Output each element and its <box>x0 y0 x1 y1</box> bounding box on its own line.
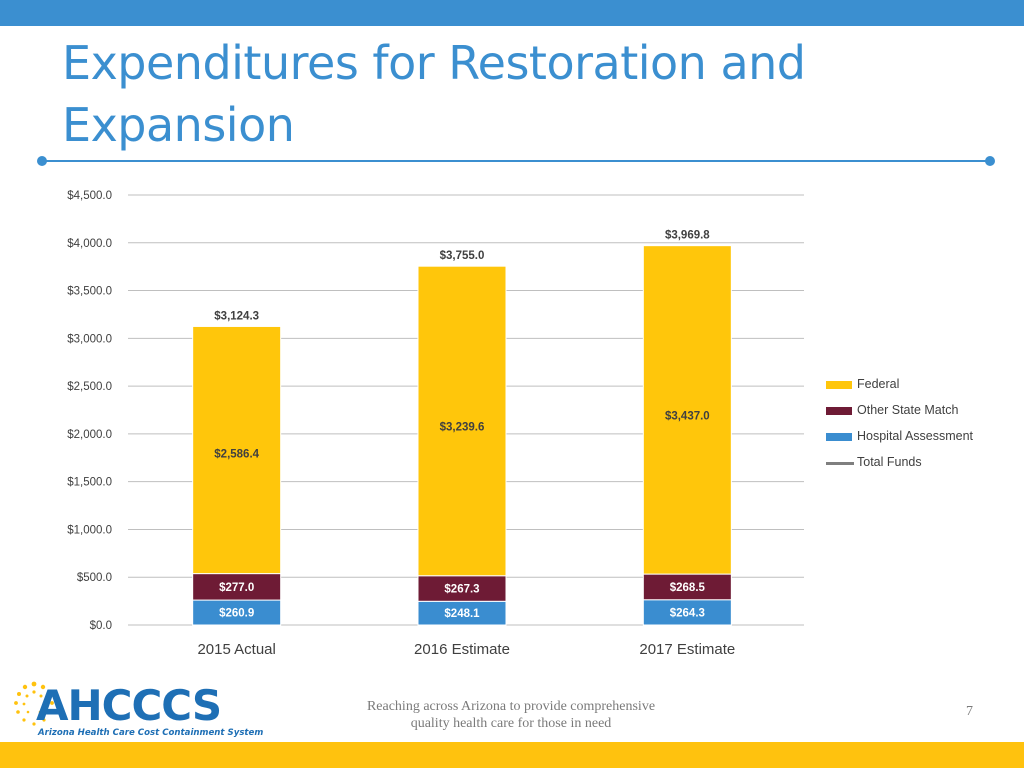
legend-swatch-other-state-match <box>826 407 852 415</box>
legend-label-federal: Federal <box>857 377 900 391</box>
y-tick-label: $1,000.0 <box>67 524 112 536</box>
legend-line-total-funds <box>826 462 854 465</box>
logo-subtitle: Arizona Health Care Cost Containment Sys… <box>38 728 264 738</box>
total-label: $3,969.8 <box>665 230 710 242</box>
data-label: $268.5 <box>670 582 706 594</box>
y-tick-label: $3,000.0 <box>67 333 112 345</box>
slide-title: Expenditures for Restoration and Expansi… <box>62 36 806 152</box>
data-label: $248.1 <box>444 608 480 620</box>
page-number: 7 <box>966 704 973 719</box>
legend-label-other-state-match: Other State Match <box>857 403 959 417</box>
data-label: $277.0 <box>219 582 254 594</box>
bar-segment-federal <box>192 325 282 575</box>
data-label: $3,437.0 <box>665 411 710 423</box>
y-tick-label: $2,500.0 <box>67 381 112 393</box>
total-label: $3,755.0 <box>440 250 485 262</box>
divider-dot-left <box>37 156 47 166</box>
bar-segment-other-state-match <box>642 573 732 601</box>
x-tick-label: 2017 Estimate <box>639 641 735 658</box>
x-tick-label: 2015 Actual <box>197 641 275 658</box>
sun-burst-icon <box>14 681 54 726</box>
data-label: $3,239.6 <box>440 421 485 433</box>
bar-segment-federal <box>417 265 507 577</box>
x-tick-label: 2016 Estimate <box>414 641 510 658</box>
tagline-line-2: quality health care for those in need <box>410 716 612 731</box>
data-label: $260.9 <box>219 608 254 620</box>
y-tick-label: $3,500.0 <box>67 286 112 298</box>
title-divider <box>42 160 990 162</box>
data-label: $2,586.4 <box>214 448 259 460</box>
legend-label-total-funds: Total Funds <box>857 455 922 469</box>
bar-segment-hospital-assessment <box>642 599 732 626</box>
stacked-bar-chart: $0.0 $500.0 $1,000.0 $1,500.0 $2,000.0 $2,500… <box>67 190 804 658</box>
data-label: $267.3 <box>444 584 479 596</box>
tagline-line-1: Reaching across Arizona to provide compr… <box>366 699 656 714</box>
top-accent-bar <box>0 0 1024 26</box>
legend-swatch-federal <box>826 381 852 389</box>
bar-segment-other-state-match <box>417 575 507 602</box>
logo-wordmark: AHCCCS <box>36 681 222 730</box>
legend-swatch-hospital-assessment <box>826 433 852 441</box>
ahcccs-logo: AHCCCS Arizona Health Care Cost Containm… <box>10 674 263 740</box>
total-label: $3,124.3 <box>214 310 259 322</box>
y-tick-label: $4,500.0 <box>67 190 112 202</box>
data-label: $264.3 <box>670 607 705 619</box>
legend-label-hospital-assessment: Hospital Assessment <box>857 429 974 443</box>
y-tick-label: $4,000.0 <box>67 238 112 250</box>
y-tick-label: $500.0 <box>77 572 112 584</box>
y-tick-label: $0.0 <box>90 620 112 632</box>
divider-dot-right <box>985 156 995 166</box>
footer-tagline: Reaching across Arizona to provide compr… <box>340 698 682 732</box>
bottom-accent-bar <box>0 742 1024 768</box>
y-tick-label: $2,000.0 <box>67 429 112 441</box>
bar-segment-federal <box>642 245 732 575</box>
y-tick-label: $1,500.0 <box>67 477 112 489</box>
